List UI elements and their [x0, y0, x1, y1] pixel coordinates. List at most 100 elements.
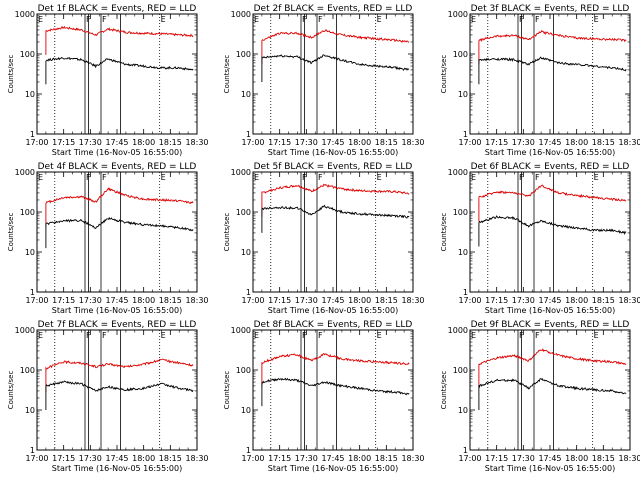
x-tick-label: 18:00	[348, 296, 371, 305]
x-tick-label: 17:30	[295, 138, 318, 147]
x-tick-label: 17:45	[321, 296, 344, 305]
time-marker-label: E	[471, 15, 476, 24]
x-tick-label: 17:15	[268, 454, 291, 463]
lld-series-line	[261, 352, 410, 387]
lld-series-line	[478, 30, 627, 65]
y-axis-label: Counts/sec	[7, 213, 15, 252]
x-tick-label: 17:30	[295, 296, 318, 305]
events-series-line	[478, 215, 627, 247]
y-tick-label: 10	[458, 90, 468, 99]
y-tick-label: 1	[463, 446, 468, 455]
x-tick-label: 17:15	[52, 296, 75, 305]
lld-series-line	[45, 358, 194, 393]
y-axis-label: Counts/sec	[7, 371, 15, 410]
y-tick-label: 100	[20, 208, 35, 217]
time-marker-label: E	[377, 173, 382, 182]
events-series-line	[478, 377, 627, 410]
x-tick-label: 18:15	[375, 138, 398, 147]
y-tick-label: 100	[453, 208, 468, 217]
x-tick-label: 17:00	[241, 138, 264, 147]
x-tick-label: 17:00	[458, 296, 481, 305]
x-tick-label: 17:45	[538, 138, 561, 147]
x-tick-label: 17:00	[241, 454, 264, 463]
chart-title: Det 9f BLACK = Events, RED = LLD	[471, 320, 630, 330]
y-tick-label: 1000	[448, 10, 468, 19]
y-tick-label: 100	[20, 50, 35, 59]
y-tick-label: 1000	[15, 10, 35, 19]
y-tick-label: 1	[246, 288, 251, 297]
y-tick-label: 10	[458, 248, 468, 257]
x-tick-label: 18:15	[375, 454, 398, 463]
x-tick-label: 18:30	[185, 454, 208, 463]
plot-frame	[36, 329, 198, 451]
y-axis-label: Counts/sec	[223, 371, 231, 410]
x-tick-label: 18:30	[185, 296, 208, 305]
lld-series-line	[261, 183, 410, 217]
x-tick-label: 17:30	[512, 296, 535, 305]
x-tick-label: 17:45	[538, 454, 561, 463]
x-axis-label: Start Time (16-Nov-05 16:55:00)	[52, 148, 182, 157]
x-axis-label: Start Time (16-Nov-05 16:55:00)	[52, 306, 182, 315]
y-tick-label: 100	[20, 366, 35, 375]
x-tick-label: 17:00	[458, 138, 481, 147]
x-tick-label: 18:30	[618, 296, 640, 305]
time-marker-label: E	[254, 331, 259, 340]
time-marker-label: F	[102, 15, 107, 24]
x-tick-label: 17:45	[321, 454, 344, 463]
chart-title: Det 1f BLACK = Events, RED = LLD	[38, 4, 197, 14]
time-marker-label: E	[594, 15, 599, 24]
y-tick-label: 10	[241, 406, 251, 415]
events-series-line	[261, 204, 410, 233]
y-tick-label: 10	[25, 248, 35, 257]
time-marker-label: E	[594, 331, 599, 340]
x-axis-label: Start Time (16-Nov-05 16:55:00)	[268, 148, 398, 157]
x-axis-label: Start Time (16-Nov-05 16:55:00)	[485, 148, 615, 157]
y-axis-label: Counts/sec	[440, 55, 448, 94]
lld-series-line	[45, 187, 194, 227]
time-marker-label: F	[535, 331, 540, 340]
x-axis-label: Start Time (16-Nov-05 16:55:00)	[485, 306, 615, 315]
y-tick-label: 1000	[448, 326, 468, 335]
x-tick-label: 18:15	[159, 296, 182, 305]
y-tick-label: 1	[30, 446, 35, 455]
x-tick-label: 18:15	[592, 454, 615, 463]
chart-panel-1: Det 1f BLACK = Events, RED = LLD 1 10 100 10…	[7, 4, 209, 157]
y-tick-label: 10	[241, 248, 251, 257]
x-tick-label: 18:30	[401, 138, 424, 147]
time-marker-label: E	[377, 331, 382, 340]
lld-series-line	[478, 184, 627, 222]
x-tick-label: 18:15	[592, 296, 615, 305]
plot-frame	[469, 13, 631, 135]
events-series-line	[261, 377, 410, 407]
time-marker-label: E	[161, 331, 166, 340]
time-marker-label: F	[102, 331, 107, 340]
events-series-line	[478, 56, 627, 85]
y-tick-label: 100	[236, 50, 251, 59]
y-tick-label: 1	[30, 130, 35, 139]
x-tick-label: 17:30	[295, 454, 318, 463]
x-tick-label: 18:30	[185, 138, 208, 147]
chart-panel-6: Det 6f BLACK = Events, RED = LLD 1 10 100 10…	[440, 162, 640, 315]
y-tick-label: 100	[236, 208, 251, 217]
x-tick-label: 18:15	[375, 296, 398, 305]
x-tick-label: 17:00	[25, 138, 48, 147]
chart-panel-5: Det 5f BLACK = Events, RED = LLD 1 10 100 10…	[223, 162, 425, 315]
y-tick-label: 1000	[15, 326, 35, 335]
time-marker-label: F	[535, 15, 540, 24]
y-tick-label: 1	[463, 130, 468, 139]
y-tick-label: 1000	[231, 10, 251, 19]
x-tick-label: 18:30	[618, 454, 640, 463]
chart-title: Det 5f BLACK = Events, RED = LLD	[254, 162, 413, 172]
x-tick-label: 18:15	[592, 138, 615, 147]
x-tick-label: 18:30	[401, 454, 424, 463]
time-marker-label: E	[377, 15, 382, 24]
x-tick-label: 17:45	[538, 296, 561, 305]
chart-title: Det 7f BLACK = Events, RED = LLD	[38, 320, 197, 330]
y-tick-label: 100	[236, 366, 251, 375]
chart-panel-3: Det 3f BLACK = Events, RED = LLD 1 10 100 10…	[440, 4, 640, 157]
x-tick-label: 18:15	[159, 454, 182, 463]
y-tick-label: 1000	[231, 326, 251, 335]
y-tick-label: 1000	[15, 168, 35, 177]
chart-title: Det 6f BLACK = Events, RED = LLD	[471, 162, 630, 172]
x-tick-label: 17:45	[321, 138, 344, 147]
